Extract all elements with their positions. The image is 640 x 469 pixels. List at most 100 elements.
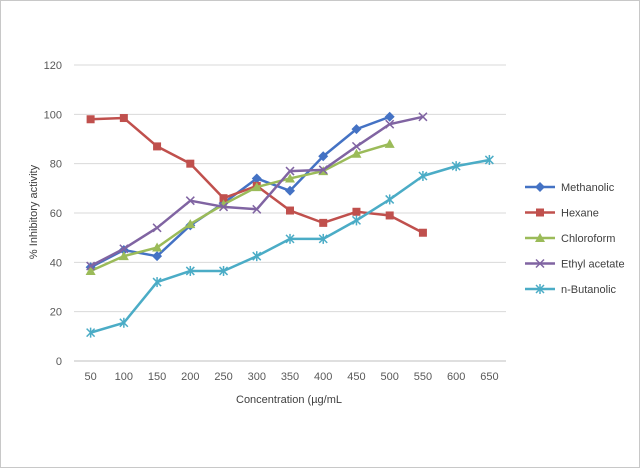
data-point-x [152, 223, 162, 233]
data-point-square [418, 228, 427, 237]
series-ethyl-acetate [86, 112, 428, 271]
legend-label: n-Butanolic [561, 284, 617, 296]
data-point-x [385, 119, 395, 129]
series-chloroform [85, 138, 395, 275]
data-point-star [535, 284, 545, 294]
data-point-x [535, 258, 545, 269]
data-point-diamond [351, 124, 362, 135]
data-point-diamond [285, 185, 295, 196]
legend-item: Hexane [525, 208, 599, 220]
data-point-square [186, 159, 195, 168]
y-tick-label: 100 [44, 109, 62, 121]
data-point-diamond [251, 173, 262, 184]
data-point-star [119, 317, 129, 328]
data-point-diamond [384, 111, 395, 122]
data-point-x [252, 204, 262, 214]
data-point-star [351, 215, 361, 226]
marker-stroke [219, 202, 229, 212]
data-point-triangle [285, 173, 295, 183]
y-tick-label: 0 [56, 356, 62, 368]
marker-stroke [86, 261, 96, 271]
x-tick-label: 600 [447, 371, 465, 383]
data-point-square [385, 211, 394, 220]
data-point-triangle [251, 182, 262, 192]
x-tick-label: 100 [115, 371, 133, 383]
data-point-star [185, 265, 195, 276]
data-point-diamond [318, 151, 329, 162]
y-axis-title: % Inhibitory activity [28, 164, 40, 259]
legend-item: Ethyl acetate [525, 259, 625, 271]
y-tick-label: 20 [50, 307, 62, 319]
legend-item: Chloroform [525, 233, 615, 245]
data-point-square [153, 142, 162, 151]
data-point-star [219, 265, 229, 276]
data-point-star [451, 161, 461, 172]
x-tick-label: 400 [314, 371, 332, 383]
data-point-diamond [152, 251, 163, 262]
x-axis-title: Concentration (µg/mL [236, 394, 342, 406]
data-point-triangle [351, 148, 362, 158]
marker-stroke [185, 196, 195, 206]
data-point-star [86, 327, 96, 338]
data-point-square [536, 208, 544, 217]
data-point-triangle [118, 251, 129, 261]
marker-stroke [535, 258, 545, 269]
data-point-triangle [85, 265, 96, 275]
marker-stroke [351, 141, 361, 151]
marker-stroke [418, 112, 428, 122]
data-point-square [219, 194, 228, 203]
x-tick-label: 450 [347, 371, 365, 383]
data-point-star [152, 277, 162, 288]
data-point-square [86, 115, 95, 124]
data-point-star [285, 233, 295, 244]
marker-stroke [385, 119, 395, 129]
data-point-square [319, 218, 328, 227]
series-line [90, 142, 391, 273]
marker-stroke [285, 166, 295, 176]
data-point-x [219, 202, 229, 212]
data-point-star [418, 171, 428, 181]
data-point-x [418, 112, 428, 122]
data-point-star [318, 233, 328, 244]
x-tick-label: 150 [148, 371, 166, 383]
series-line [90, 115, 424, 268]
y-tick-label: 80 [50, 159, 62, 171]
tick-labels: 0 20 40 60 80 100 120 50 100 150 200 250 300 350 400 45… [44, 60, 499, 383]
legend-label: Ethyl acetate [561, 259, 625, 271]
data-point-triangle [384, 138, 395, 148]
data-point-square [286, 206, 294, 215]
data-point-x [351, 141, 361, 151]
legend-label: Methanolic [561, 182, 615, 194]
series-n-butanolic [86, 154, 494, 338]
data-point-x [185, 196, 195, 206]
x-tick-label: 300 [248, 371, 266, 383]
marker-stroke [119, 244, 129, 254]
data-point-triangle [535, 233, 545, 242]
legend-item: Methanolic [525, 182, 615, 194]
x-tick-label: 550 [414, 371, 432, 383]
x-tick-label: 200 [181, 371, 199, 383]
data-point-x [318, 165, 328, 175]
data-point-triangle [185, 219, 196, 229]
data-point-square [352, 207, 361, 216]
legend-label: Chloroform [561, 233, 615, 245]
x-tick-label: 650 [480, 371, 498, 383]
legend-item: n-Butanolic [525, 284, 617, 296]
data-point-x [86, 261, 96, 271]
data-point-diamond [535, 182, 545, 192]
y-tick-label: 120 [44, 60, 62, 72]
x-tick-label: 50 [84, 371, 96, 383]
x-tick-label: 350 [281, 371, 299, 383]
series-lines [85, 111, 494, 338]
data-point-x [119, 244, 129, 254]
y-tick-label: 40 [50, 257, 62, 269]
data-point-star [252, 251, 262, 262]
marker-stroke [252, 204, 262, 214]
legend-label: Hexane [561, 208, 599, 220]
data-point-star [385, 194, 395, 205]
x-tick-label: 250 [214, 371, 232, 383]
x-tick-label: 500 [381, 371, 399, 383]
marker-stroke [152, 223, 162, 233]
